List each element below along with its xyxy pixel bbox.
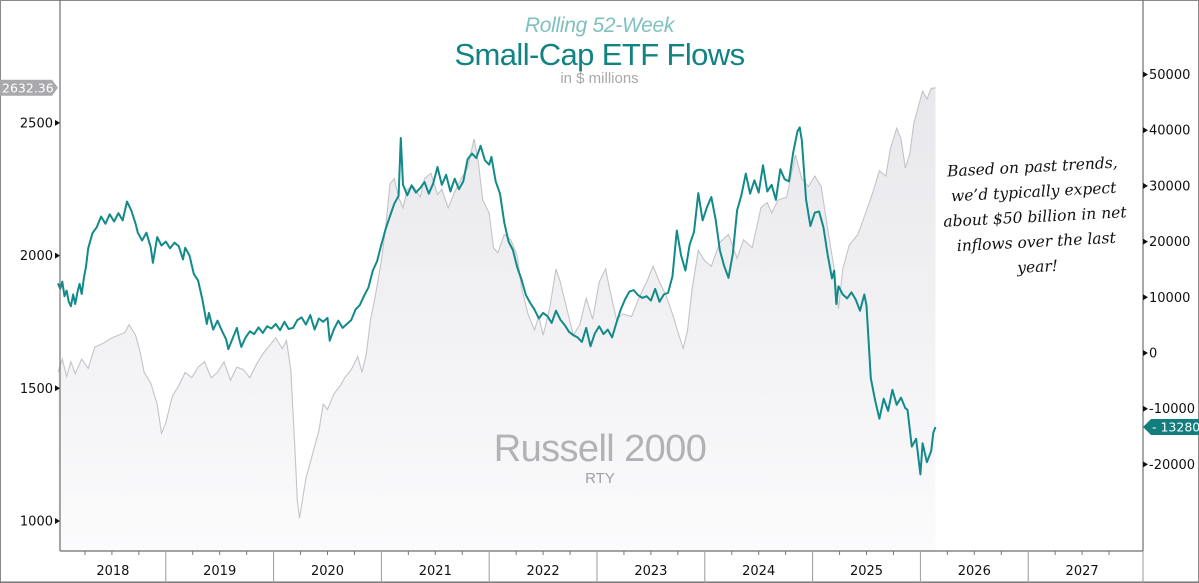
left-tick-mark <box>55 518 60 524</box>
left-tick-mark <box>55 385 60 392</box>
right-tick-label: 20000 <box>1149 235 1190 250</box>
year-label: 2023 <box>634 564 667 579</box>
flows-line-series <box>57 126 937 476</box>
right-tick-label: 30000 <box>1149 179 1190 194</box>
rty-area-fill <box>58 87 936 552</box>
year-label: 2024 <box>742 564 775 579</box>
axes <box>59 0 1144 552</box>
year-label: 2027 <box>1066 564 1099 579</box>
rty-last-value-tag <box>0 79 58 96</box>
rty-line <box>57 87 936 519</box>
left-axis: 1000 1500 2000 2500 <box>20 116 60 530</box>
left-tick-label: 2500 <box>20 116 53 131</box>
right-tick-mark <box>1143 238 1148 245</box>
left-tick-label: 2000 <box>20 249 53 264</box>
rty-area-series <box>57 87 936 552</box>
right-tick-label: 50000 <box>1149 68 1190 83</box>
x-axis: 2018 2019 2020 2021 2022 2023 2024 2025 2026 2027 <box>0 551 1199 583</box>
flows-last-value-text: - 13280 <box>1152 419 1199 434</box>
year-label: 2018 <box>96 564 129 579</box>
right-tick-mark <box>1143 71 1148 78</box>
annotation-note: Based on past trends, we’d typically exp… <box>942 153 1128 277</box>
rty-last-value-text: 2632.36 <box>2 80 54 95</box>
left-tick-label: 1000 <box>20 515 53 530</box>
left-tick-mark <box>55 252 60 259</box>
right-tick-label: -20000 <box>1149 458 1195 473</box>
right-tick-mark <box>1143 461 1148 468</box>
right-tick-label: 0 <box>1149 347 1157 362</box>
left-tick-label: 1500 <box>20 382 53 397</box>
flows-line <box>57 126 937 476</box>
right-tick-label: -10000 <box>1149 402 1195 417</box>
year-label: 2021 <box>419 564 452 579</box>
flows-last-value-tag <box>1143 418 1199 435</box>
left-tick-mark <box>55 119 60 126</box>
right-tick-mark <box>1143 405 1148 412</box>
right-tick-mark <box>1143 294 1148 301</box>
last-value-tags: 2632.36 - 13280 <box>0 79 1199 435</box>
year-label: 2026 <box>958 564 991 579</box>
right-tick-label: 10000 <box>1149 291 1190 306</box>
right-axis: 50000 40000 30000 20000 10000 0 -10000 -20000 <box>1143 68 1195 473</box>
year-label: 2020 <box>311 564 344 579</box>
year-label: 2019 <box>203 564 236 579</box>
year-label: 2022 <box>527 564 560 579</box>
year-label: 2025 <box>850 564 883 579</box>
right-tick-mark <box>1143 350 1148 356</box>
right-tick-label: 40000 <box>1149 124 1190 139</box>
right-tick-mark <box>1143 182 1148 189</box>
right-tick-mark <box>1143 127 1148 134</box>
